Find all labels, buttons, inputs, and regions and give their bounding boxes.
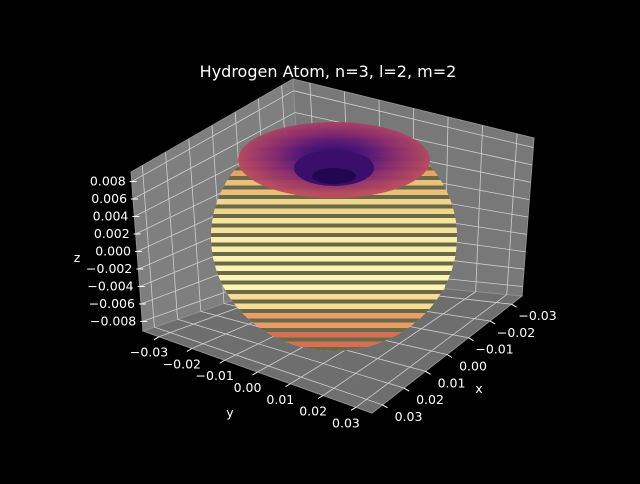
y-tick-label: 0.02 [299,404,327,419]
y-tick-label: 0.00 [234,380,262,395]
surface-band-dark [211,347,457,351]
surface-band-light [211,227,457,234]
y-tick-mark [285,383,291,388]
z-tick-label: 0.008 [90,174,126,189]
x-tick-label: 0.01 [438,375,466,390]
y-tick-label: −0.03 [130,345,168,360]
x-grid-line-floor [177,318,405,389]
surface-band-dark [211,299,457,304]
surface-band-light [211,332,457,338]
surface-band-light [211,237,457,243]
surface-band-light [211,256,457,262]
y-tick-mark [252,371,258,376]
z-tick-label: 0.002 [94,226,130,241]
x-axis-ticks: −0.03 −0.02 −0.01 0.000.01 0.02 0.03 [382,303,557,424]
y-tick-label: 0.01 [266,392,294,407]
surface-band-dark [211,242,457,247]
x-tick-label: 0.00 [459,359,487,374]
orbital-surface [211,122,457,351]
surface-band-light [211,199,457,205]
y-tick-label: −0.02 [163,356,201,371]
surface-band-dark [211,271,457,275]
x-tick-label: −0.01 [475,342,513,357]
surface-band-dark [211,233,457,237]
surface-band-light [211,208,457,215]
y-grid-line-wall [188,138,202,312]
surface-band-light [211,284,457,291]
surface-band-light [211,313,457,319]
y-tick-label: −0.01 [196,368,234,383]
x-tick-label: 0.02 [416,392,444,407]
x-axis-label: x [475,381,482,396]
x-tick-label: −0.02 [497,325,535,340]
surface-band-dark [211,214,457,218]
y-tick-label: 0.03 [332,415,360,430]
z-tick-label: −0.004 [87,278,133,293]
surface-band-dark [211,318,457,323]
surface-band-light [211,341,457,348]
surface-band-light [211,275,457,281]
z-tick-label: 0.006 [91,191,127,206]
y-tick-mark [219,359,225,364]
y-tick-mark [186,348,193,352]
x-grid-line-wall [506,133,518,295]
y-tick-mark [350,406,357,411]
surface-band-dark [211,280,457,285]
x-tick-mark [403,387,410,392]
surface-band-dark [211,337,457,342]
surface-band-dark [211,328,457,332]
z-tick-label: 0.004 [93,209,129,224]
y-axis-ticks: −0.03−0.02−0.010.00 0.01 0.02 0.03 [130,336,360,430]
x-tick-mark [489,320,496,325]
y-tick-mark [153,336,160,341]
x-tick-mark [382,404,388,409]
surface-band-light [211,294,457,300]
surface-band-dark [211,290,457,294]
x-tick-mark [468,337,474,342]
surface-band-light [211,218,457,224]
y-tick-mark [317,395,324,399]
z-tick-label: 0.000 [95,244,131,259]
y-axis-label: y [226,405,234,420]
z-axis-label: z [74,250,81,265]
x-tick-mark [511,303,517,308]
z-tick-label: −0.008 [90,313,136,328]
x-tick-label: −0.03 [518,308,556,323]
x-grid-line-floor [154,326,383,406]
chart-title: Hydrogen Atom, n=3, l=2, m=2 [199,62,457,81]
x-tick-mark [425,370,431,375]
z-tick-label: −0.002 [86,261,132,276]
surface-band-dark [211,204,457,209]
surface-band-dark [211,309,457,313]
surface-band-dark [211,252,457,256]
surface-band-dark [211,261,457,266]
surface-band-light [211,303,457,310]
y-grid-line-wall [165,152,178,320]
x-tick-label: 0.03 [395,409,423,424]
surface-band-light [211,322,457,329]
z-axis-ticks: 0.008 0.006 0.004 0.002 0.000 −0.002 −0.004 −0.… [86,174,148,328]
surface-band-light [211,265,457,272]
x-tick-mark [446,354,453,358]
z-tick-label: −0.006 [89,296,135,311]
surface-band-dark [211,223,457,228]
x-grid-line-wall [475,125,483,292]
y-grid-line-wall [141,165,155,328]
surface-band-light [211,246,457,253]
